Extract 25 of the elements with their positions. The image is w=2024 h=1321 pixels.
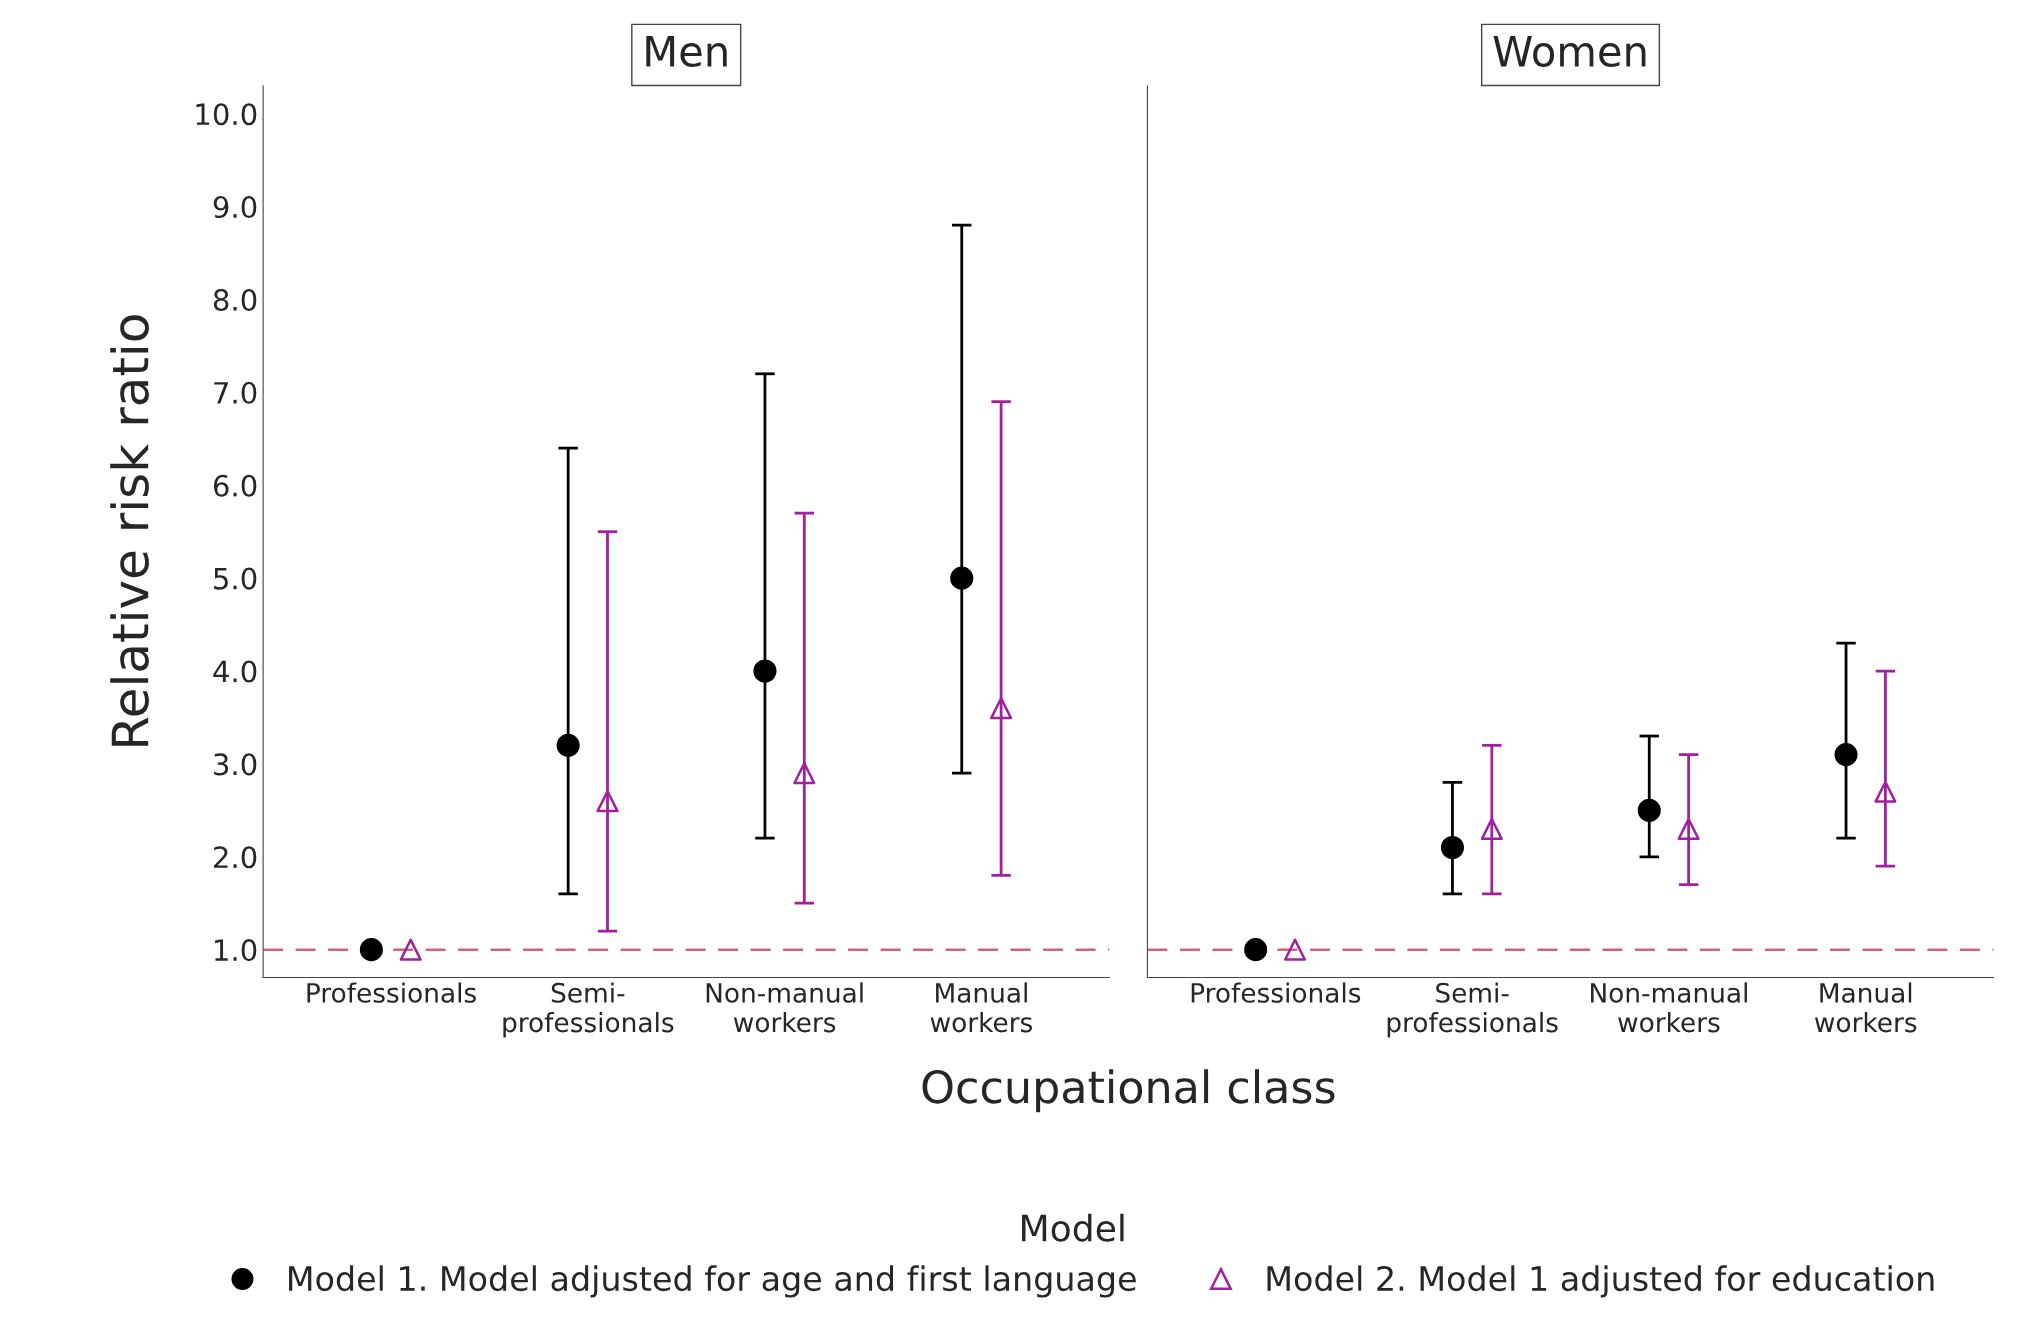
x-tick-label: Manual workers [930, 982, 1032, 1033]
x-axis-title: Occupational class [922, 1069, 1335, 1113]
y-tick-label: 6.0 [213, 474, 257, 497]
y-tick-label: 5.0 [214, 567, 257, 590]
y-tick-label: 3.0 [214, 753, 257, 776]
x-tick-label: Professionals [1191, 982, 1361, 1003]
y-tick-label: 7.0 [214, 381, 257, 404]
y-tick-label: 1.0 [215, 939, 257, 962]
chart-title: Women [1493, 36, 1646, 68]
x-tick-label: Non-manual workers [706, 982, 863, 1033]
y-tick-label: 10.0 [196, 103, 257, 126]
x-tick-label: Semi- professionals [503, 982, 674, 1038]
y-tick-label: 4.0 [213, 660, 257, 683]
y-tick-label: 2.0 [214, 846, 257, 869]
legend-title: Model [1022, 1213, 1124, 1242]
legend-label: Model 1. Model adjusted for age and first language [289, 1265, 1136, 1298]
y-tick-label: 9.0 [213, 196, 257, 219]
legend-label: Model 2. Model 1 adjusted for education [1267, 1265, 1934, 1298]
x-tick-label: Manual workers [1814, 982, 1917, 1033]
x-tick-label: Semi- professionals [1387, 982, 1558, 1038]
y-axis-title: Relative risk ratio [110, 315, 149, 746]
x-tick-label: Professionals [307, 982, 476, 1003]
chart-title: Men [646, 36, 727, 68]
y-tick-label: 8.0 [213, 288, 257, 311]
x-tick-label: Non-manual workers [1591, 982, 1747, 1033]
